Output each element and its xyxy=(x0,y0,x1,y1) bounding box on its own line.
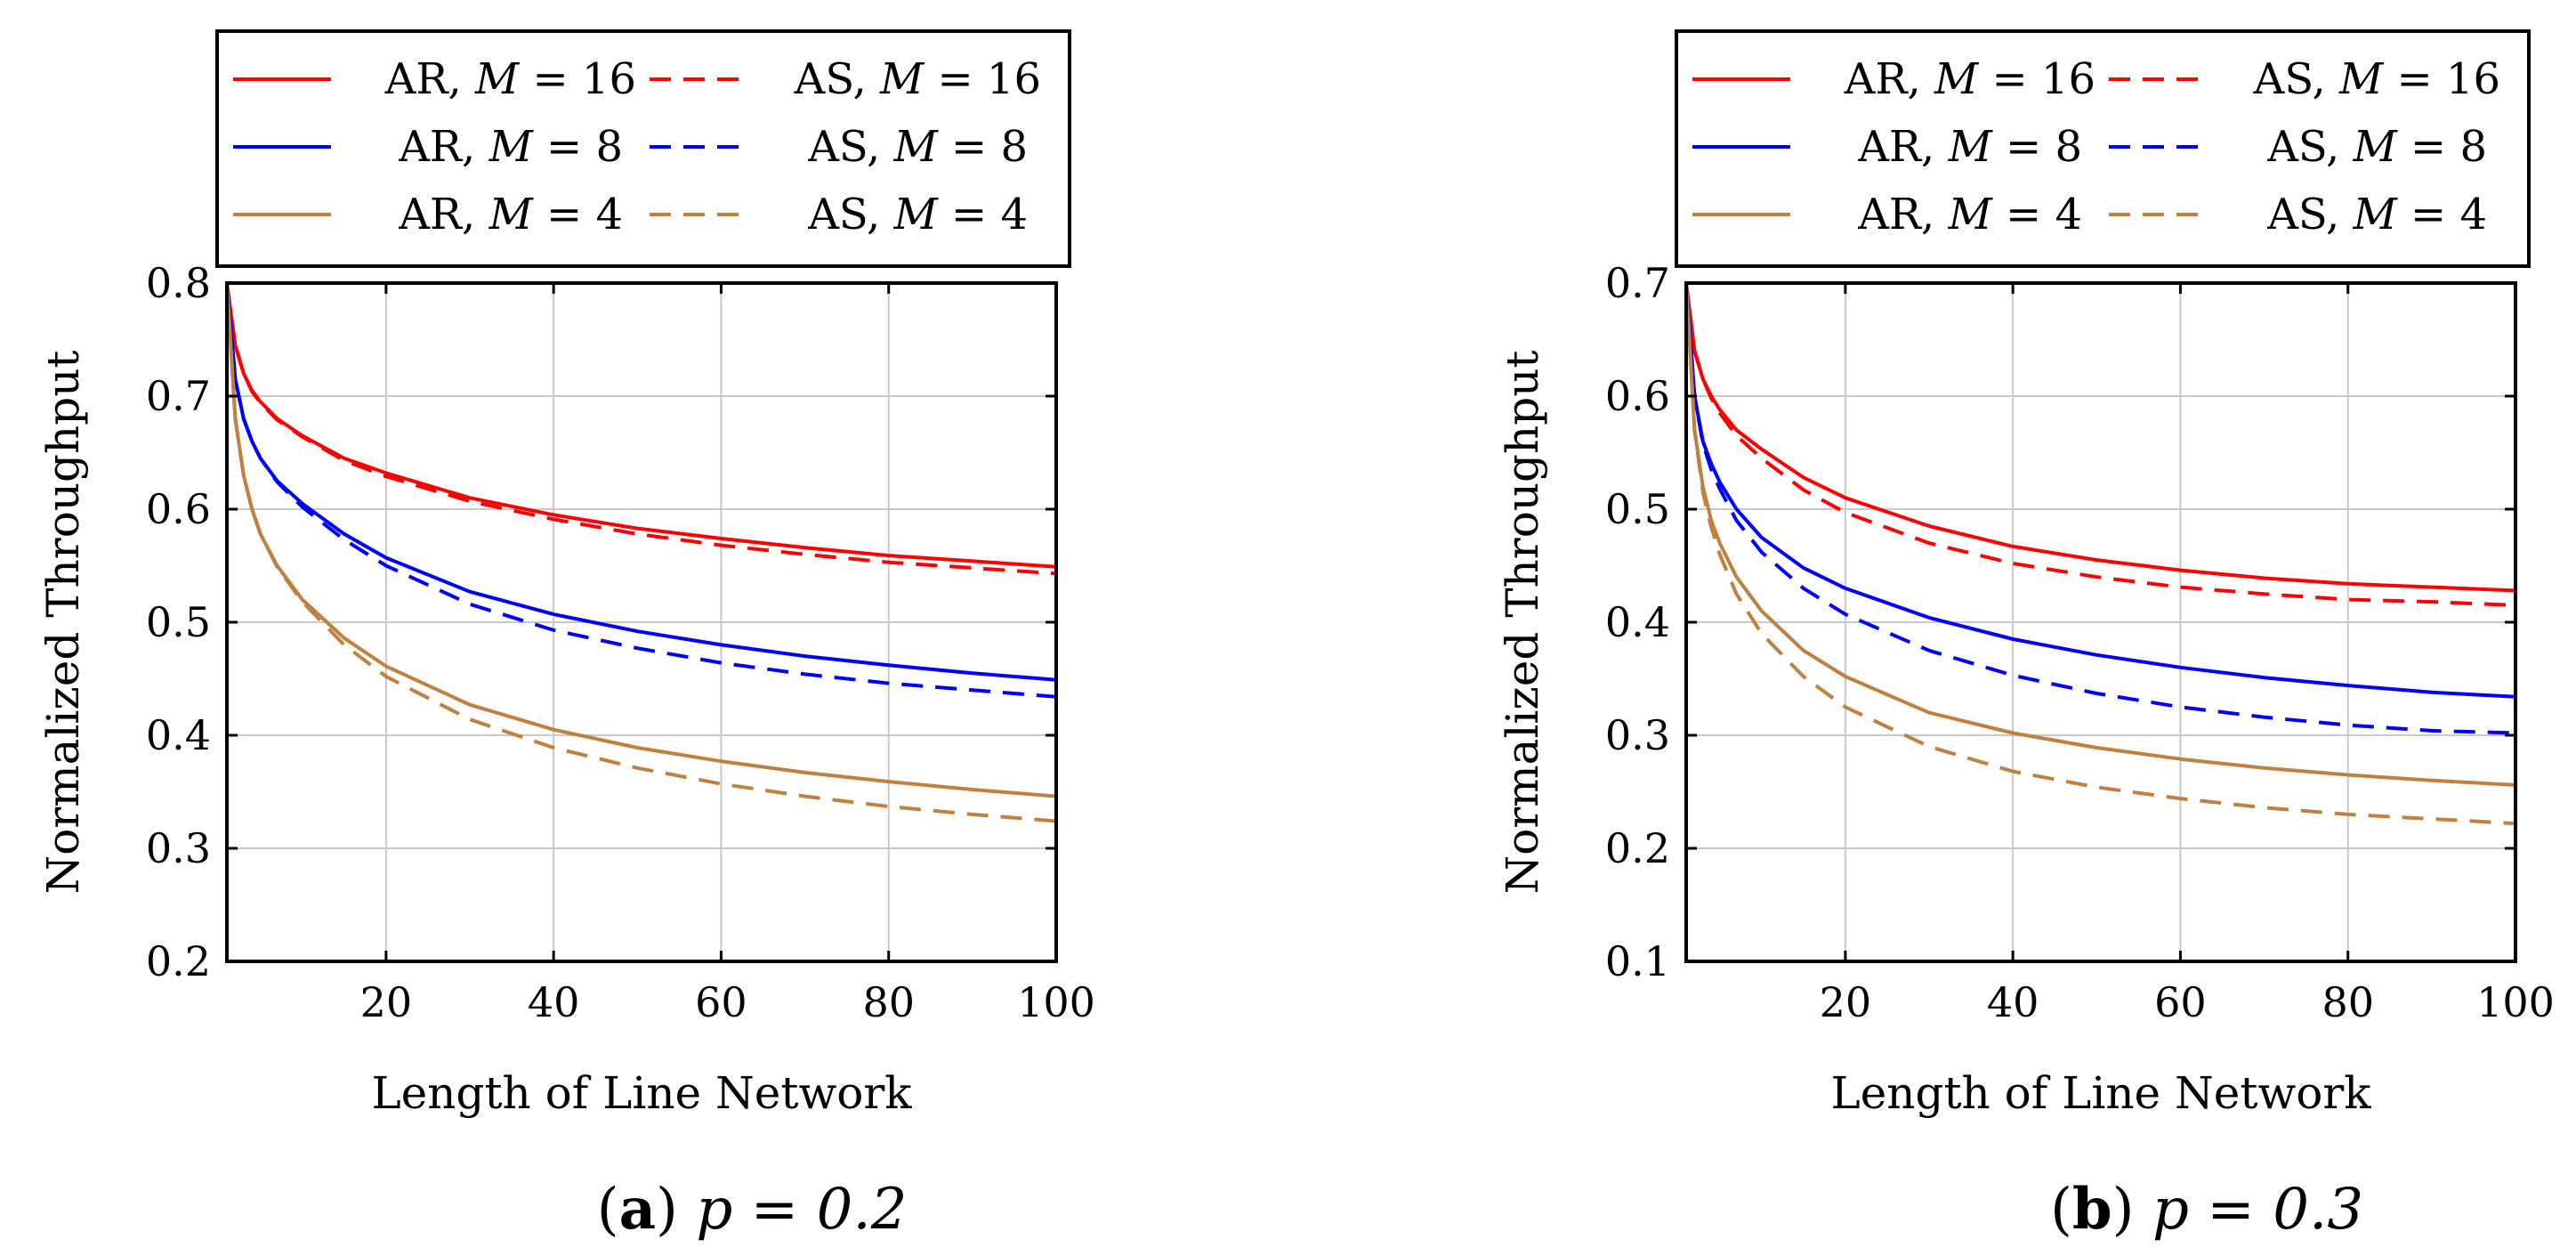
y-tick-label: 0.2 xyxy=(146,937,211,985)
y-tick-label: 0.3 xyxy=(146,824,211,872)
x-tick-label: 100 xyxy=(1017,978,1095,1026)
x-tick-label: 40 xyxy=(1987,978,2039,1026)
y-tick-label: 0.7 xyxy=(1605,259,1670,307)
ticks-a: 20 40 60 80 100 0.2 0.3 0.4 0.5 0.6 0.7 0.8 xyxy=(146,259,1095,1026)
x-axis-label-a: Length of Line Network xyxy=(371,1067,912,1119)
legend-label-as-16: AS, M = 16 xyxy=(2253,54,2500,104)
series-line-as-m4 xyxy=(1684,282,2516,826)
legend-label-as-8: AS, M = 8 xyxy=(2266,122,2487,172)
legend-label-ar-8: AR, M = 8 xyxy=(1857,122,2082,172)
x-tick-label: 20 xyxy=(360,978,413,1026)
caption-b: (b) p = 0.3 xyxy=(2050,1176,2363,1243)
series-line-as-m16 xyxy=(225,282,1057,576)
y-tick-label: 0.7 xyxy=(146,372,211,420)
y-tick-label: 0.3 xyxy=(1605,711,1670,759)
x-tick-label: 80 xyxy=(2322,978,2374,1026)
y-tick-label: 0.1 xyxy=(1605,937,1670,985)
y-axis-label-b: Normalized Throughput xyxy=(1497,350,1548,894)
y-tick-label: 0.2 xyxy=(1605,824,1670,872)
legend-label-ar-4: AR, M = 4 xyxy=(1857,190,2082,239)
y-tick-label: 0.6 xyxy=(1605,372,1670,420)
caption-a: (a) p = 0.2 xyxy=(597,1176,908,1243)
series-a xyxy=(225,282,1057,823)
legend-box xyxy=(215,29,1071,268)
x-tick-label: 80 xyxy=(862,978,915,1026)
legend-label-as-16: AS, M = 16 xyxy=(794,54,1041,104)
series-line-ar-m4 xyxy=(1684,282,2516,787)
panel-b: AR, M = 16 AS, M = 16 AR, M = 8 AS, M = … xyxy=(1497,29,2555,1243)
legend-label-ar-16: AR, M = 16 xyxy=(1844,54,2096,104)
y-tick-label: 0.5 xyxy=(1605,485,1670,533)
legend-label-ar-4: AR, M = 4 xyxy=(398,190,623,239)
legend-label-as-8: AS, M = 8 xyxy=(807,122,1028,172)
legend-label-as-4: AS, M = 4 xyxy=(807,190,1028,239)
legend-label-ar-16: AR, M = 16 xyxy=(384,54,636,104)
y-axis-label-a: Normalized Throughput xyxy=(37,350,89,894)
series-line-ar-m16 xyxy=(225,282,1057,569)
legend-box xyxy=(1675,29,2531,268)
grid-b xyxy=(1686,282,2516,962)
x-tick-label: 20 xyxy=(1820,978,1872,1026)
x-tick-label: 60 xyxy=(695,978,747,1026)
series-line-ar-m16 xyxy=(1684,282,2516,593)
y-tick-label: 0.4 xyxy=(146,711,211,759)
legend-b: AR, M = 16 AS, M = 16 AR, M = 8 AS, M = … xyxy=(1675,29,2531,268)
series-line-as-m8 xyxy=(225,282,1057,699)
series-line-ar-m8 xyxy=(225,282,1057,682)
grid-a xyxy=(227,282,1057,962)
panel-a: AR, M = 16 AS, M = 16 AR, M = 8 AS, M = … xyxy=(37,29,1095,1243)
x-tick-label: 60 xyxy=(2154,978,2207,1026)
y-tick-label: 0.4 xyxy=(1605,598,1670,646)
x-axis-label-b: Length of Line Network xyxy=(1830,1067,2371,1119)
series-b xyxy=(1684,282,2516,826)
series-line-as-m8 xyxy=(1684,282,2516,735)
x-tick-label: 40 xyxy=(528,978,580,1026)
ticks-b: 20 40 60 80 100 0.1 0.2 0.3 0.4 0.5 0.6 0.7 xyxy=(1605,259,2555,1026)
legend-a: AR, M = 16 AS, M = 16 AR, M = 8 AS, M = … xyxy=(215,29,1071,268)
series-line-ar-m8 xyxy=(1684,282,2516,699)
x-tick-label: 100 xyxy=(2476,978,2555,1026)
series-line-as-m4 xyxy=(225,282,1057,823)
legend-label-ar-8: AR, M = 8 xyxy=(398,122,623,172)
y-tick-label: 0.5 xyxy=(146,598,211,646)
y-tick-label: 0.8 xyxy=(146,259,211,307)
legend-label-as-4: AS, M = 4 xyxy=(2266,190,2487,239)
y-tick-label: 0.6 xyxy=(146,485,211,533)
series-line-as-m16 xyxy=(1684,282,2516,607)
